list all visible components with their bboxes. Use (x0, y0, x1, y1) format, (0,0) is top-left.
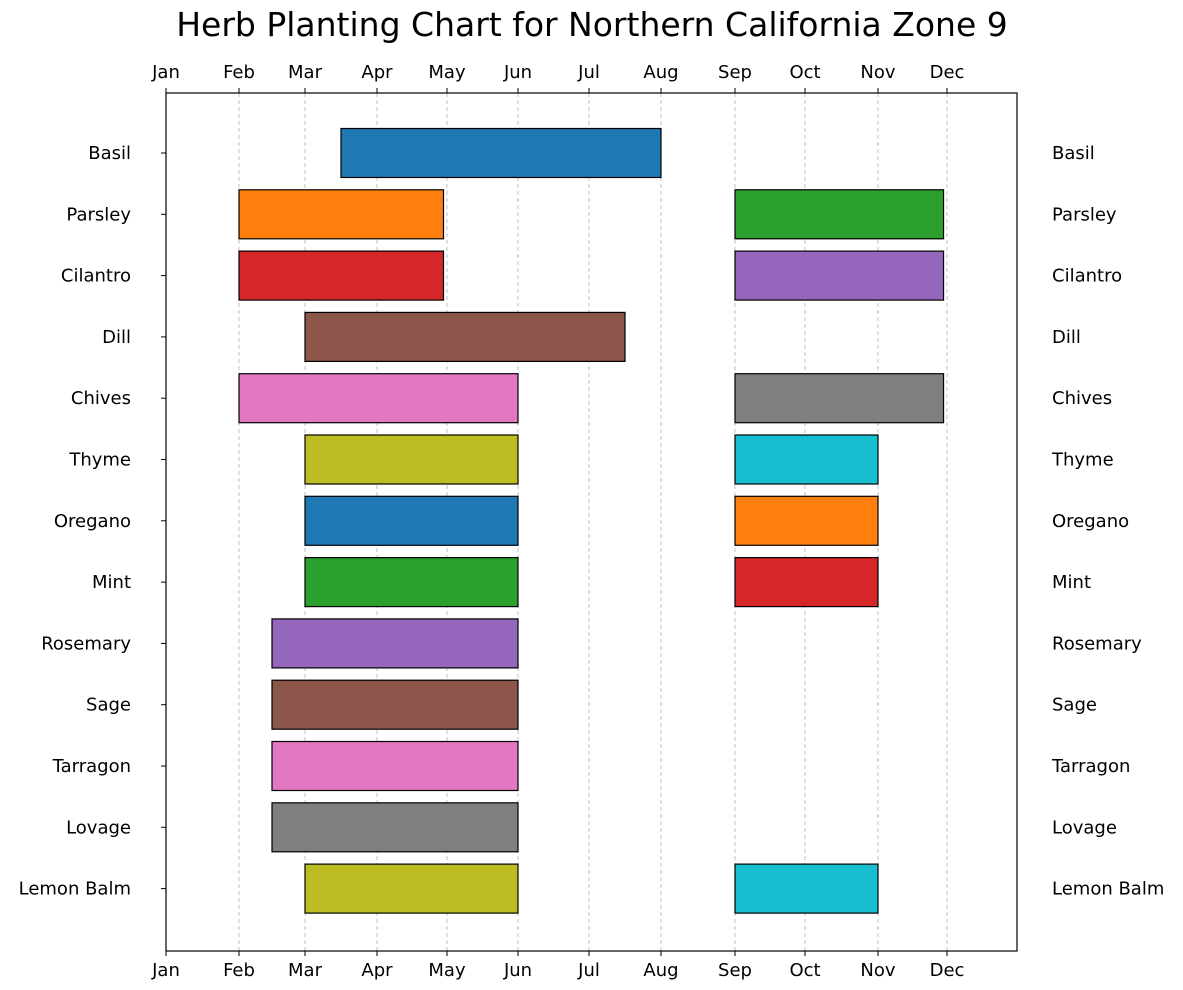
bar-chives-2 (734, 373, 945, 424)
herb-label-left-lovage: Lovage (66, 817, 131, 838)
top-month-label: May (428, 62, 466, 83)
bottom-month-label: Apr (361, 960, 393, 981)
bar-thyme-2 (734, 434, 879, 485)
herb-label-right-parsley: Parsley (1052, 204, 1117, 225)
bar-mint-1 (304, 556, 519, 608)
top-month-label: Mar (288, 62, 323, 83)
herb-label-right-lovage: Lovage (1052, 817, 1117, 838)
top-month-label: Jul (577, 62, 600, 83)
herb-label-left-rosemary: Rosemary (41, 633, 131, 654)
bottom-month-label: Dec (930, 960, 965, 981)
bar-thyme-1 (304, 434, 519, 485)
herb-label-right-rosemary: Rosemary (1052, 633, 1142, 654)
top-month-label: Sep (718, 62, 752, 83)
herb-label-right-mint: Mint (1052, 572, 1091, 593)
bar-dill-1 (304, 311, 626, 362)
bottom-month-label: Feb (223, 960, 255, 981)
bar-cilantro-2 (734, 250, 945, 301)
top-month-label: Nov (860, 62, 895, 83)
bar-parsley-1 (238, 189, 445, 240)
herb-label-left-thyme: Thyme (68, 450, 131, 471)
herb-label-right-thyme: Thyme (1051, 450, 1114, 471)
bottom-month-label: Oct (789, 960, 820, 981)
top-month-label: Apr (361, 62, 393, 83)
top-month-label: Jun (503, 62, 532, 83)
tick-layer (161, 88, 948, 956)
bar-mint-2 (734, 556, 879, 608)
herb-label-left-tarragon: Tarragon (52, 756, 131, 777)
top-month-label: Aug (643, 62, 678, 83)
bar-sage-1 (271, 679, 519, 730)
herb-label-right-dill: Dill (1052, 327, 1081, 348)
herb-label-left-dill: Dill (102, 327, 131, 348)
top-month-label: Oct (789, 62, 820, 83)
bar-lovage-1 (271, 802, 519, 853)
bar-lemon-balm-2 (734, 863, 879, 914)
herb-label-left-oregano: Oregano (54, 511, 131, 532)
bar-rosemary-1 (271, 618, 519, 669)
herb-label-right-tarragon: Tarragon (1051, 756, 1130, 777)
bar-tarragon-1 (271, 740, 519, 792)
label-layer: Jan Jan Feb Feb Mar Mar Apr Apr May May Jun Jun Jul J… (19, 62, 1165, 981)
herb-label-right-sage: Sage (1052, 695, 1097, 716)
herb-label-left-basil: Basil (88, 143, 131, 164)
herb-label-right-lemon-balm: Lemon Balm (1052, 879, 1164, 900)
bottom-month-label: Sep (718, 960, 752, 981)
bar-cilantro-1 (238, 250, 445, 301)
bar-oregano-1 (304, 495, 519, 546)
herb-label-right-oregano: Oregano (1052, 511, 1129, 532)
bottom-month-label: Mar (288, 960, 323, 981)
bottom-month-label: May (428, 960, 466, 981)
top-month-label: Jan (151, 62, 180, 83)
herb-label-right-basil: Basil (1052, 143, 1095, 164)
bar-parsley-2 (734, 189, 945, 240)
bar-layer (238, 127, 945, 914)
plot-frame (165, 92, 1018, 952)
bottom-month-label: Jun (503, 960, 532, 981)
chart-title: Herb Planting Chart for Northern Califor… (176, 5, 1008, 44)
bar-basil-1 (340, 127, 662, 179)
herb-label-left-parsley: Parsley (66, 204, 131, 225)
herb-label-left-mint: Mint (92, 572, 131, 593)
herb-label-left-chives: Chives (71, 388, 131, 409)
bottom-month-label: Aug (643, 960, 678, 981)
herb-label-right-cilantro: Cilantro (1052, 266, 1122, 287)
bottom-month-label: Jan (151, 960, 180, 981)
top-month-label: Dec (930, 62, 965, 83)
bar-chives-1 (238, 373, 519, 424)
bottom-month-label: Nov (860, 960, 895, 981)
bar-oregano-2 (734, 495, 879, 546)
herb-label-left-lemon-balm: Lemon Balm (19, 879, 131, 900)
herb-label-left-cilantro: Cilantro (61, 266, 131, 287)
bottom-month-label: Jul (577, 960, 600, 981)
bar-lemon-balm-1 (304, 863, 519, 914)
top-month-label: Feb (223, 62, 255, 83)
herb-label-left-sage: Sage (86, 695, 131, 716)
herb-label-right-chives: Chives (1052, 388, 1112, 409)
